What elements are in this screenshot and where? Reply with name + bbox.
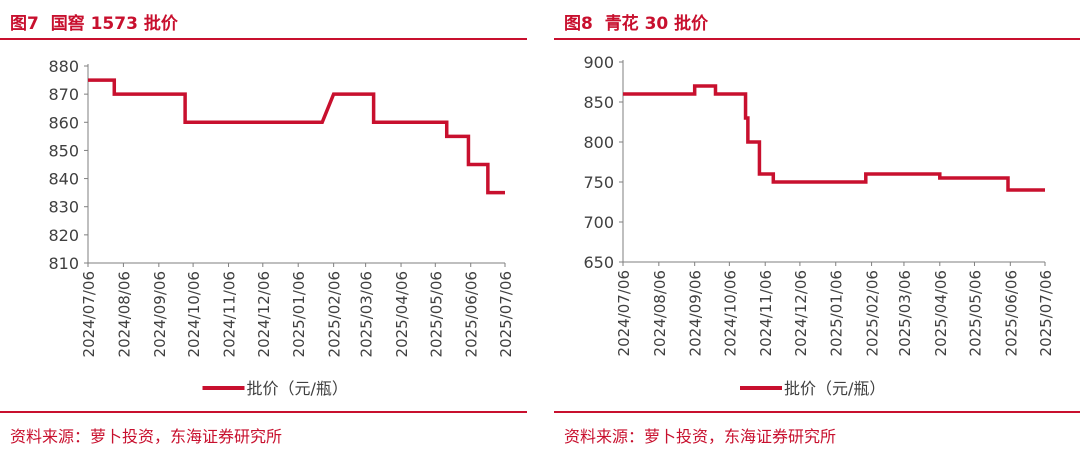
y-tick-label: 650 <box>583 253 614 272</box>
x-tick-label: 2025/02/06 <box>326 271 344 357</box>
x-tick-label: 2024/08/06 <box>115 271 133 357</box>
x-tick-label: 2024/07/06 <box>615 270 633 356</box>
x-tick-label: 2025/02/06 <box>864 270 882 356</box>
source-note: 资料来源：萝卜投资，东海证券研究所 <box>564 427 837 446</box>
x-tick-label: 2024/11/06 <box>221 271 239 357</box>
y-tick-label: 880 <box>48 57 79 76</box>
x-tick-label: 2025/06/06 <box>1002 270 1020 356</box>
x-tick-label: 2024/12/06 <box>792 270 810 356</box>
x-tick-label: 2024/08/06 <box>651 270 669 356</box>
y-tick-label: 860 <box>48 113 79 132</box>
figure-name: 青花 30 批价 <box>604 14 709 34</box>
figure-title: 图7 国窖 1573 批价 <box>10 9 178 34</box>
x-tick-label: 2024/09/06 <box>687 270 705 356</box>
x-tick-label: 2025/01/06 <box>290 271 308 357</box>
x-tick-label: 2025/01/06 <box>828 270 846 356</box>
x-tick-label: 2024/12/06 <box>255 271 273 357</box>
x-tick-label: 2024/10/06 <box>185 271 203 357</box>
source-note: 资料来源：萝卜投资，东海证券研究所 <box>10 427 283 446</box>
x-tick-label: 2025/03/06 <box>358 271 376 357</box>
x-tick-label: 2025/07/06 <box>497 271 515 357</box>
y-tick-label: 750 <box>583 173 614 192</box>
series-line <box>623 84 1045 192</box>
source-rule <box>0 411 527 413</box>
series-line <box>88 78 505 195</box>
x-tick-label: 2025/07/06 <box>1037 270 1055 356</box>
x-tick-label: 2025/06/06 <box>463 271 481 357</box>
legend-label: 批价（元/瓶） <box>784 379 885 398</box>
y-tick-label: 700 <box>583 213 614 232</box>
x-tick-label: 2024/10/06 <box>721 270 739 356</box>
x-tick-label: 2024/11/06 <box>757 270 775 356</box>
x-tick-label: 2025/04/06 <box>932 270 950 356</box>
x-tick-label: 2024/09/06 <box>151 271 169 357</box>
y-tick-label: 830 <box>48 198 79 217</box>
figure-label: 图7 <box>10 14 39 34</box>
source-rule <box>554 411 1080 413</box>
y-tick-label: 820 <box>48 226 79 245</box>
x-tick-label: 2025/05/06 <box>966 270 984 356</box>
y-tick-label: 850 <box>48 141 79 160</box>
y-tick-label: 850 <box>583 93 614 112</box>
legend-label: 批价（元/瓶） <box>247 379 348 398</box>
y-tick-label: 900 <box>583 53 614 72</box>
x-tick-label: 2025/03/06 <box>896 270 914 356</box>
y-tick-label: 800 <box>583 133 614 152</box>
figure-label: 图8 <box>564 14 593 34</box>
x-tick-label: 2024/07/06 <box>80 271 98 357</box>
title-rule <box>554 38 1080 40</box>
figure-name: 国窖 1573 批价 <box>50 14 178 34</box>
y-tick-label: 840 <box>48 170 79 189</box>
x-tick-label: 2025/05/06 <box>427 271 445 357</box>
y-tick-label: 810 <box>48 254 79 273</box>
title-rule <box>0 38 527 40</box>
figure-panel-7: 图7 国窖 1573 批价 880 870 860 850 840 830 820 810 20… <box>0 0 527 454</box>
figure-panel-8: 图8 青花 30 批价 900 850 800 750 700 650 2024/07/06… <box>554 0 1080 454</box>
figure-title: 图8 青花 30 批价 <box>564 9 708 34</box>
y-tick-label: 870 <box>48 85 79 104</box>
x-tick-label: 2025/04/06 <box>393 271 411 357</box>
